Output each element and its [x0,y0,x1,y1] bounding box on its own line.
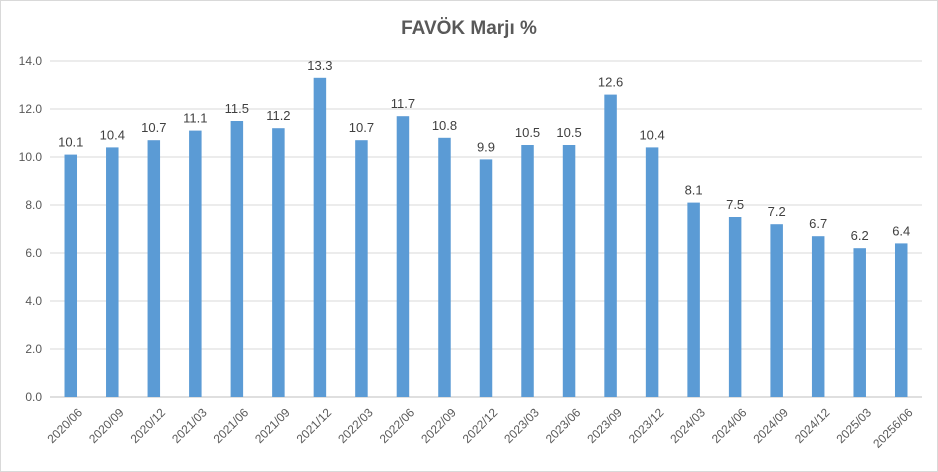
bar [313,77,327,398]
x-tick-label: 20256/06 [870,405,916,451]
x-tick-label: 2020/09 [86,405,127,446]
bar [147,140,161,397]
data-label: 8.1 [685,183,703,198]
data-label: 6.7 [809,216,827,231]
bar [189,130,202,397]
bar [355,140,368,397]
y-tick-label: 2.0 [25,342,42,356]
data-label: 10.7 [141,120,166,135]
bar [894,243,908,397]
bar [396,116,410,397]
data-label: 7.5 [726,197,744,212]
data-label: 10.8 [432,118,457,133]
bar [230,121,244,397]
data-label: 11.1 [183,111,207,126]
x-tick-label: 2020/12 [128,405,169,446]
x-tick-label: 2024/03 [667,405,708,446]
x-tick-label: 2023/12 [626,405,667,446]
bar [64,154,78,397]
x-tick-label: 2021/12 [294,405,335,446]
bar [438,137,451,398]
x-tick-label: 2022/06 [377,405,418,446]
x-tick-label: 2021/03 [169,405,210,446]
x-tick-label: 2024/06 [709,405,750,446]
x-tick-label: 2024/09 [750,405,791,446]
bar [562,145,576,397]
y-tick-label: 8.0 [25,198,42,212]
bar [770,224,783,397]
x-tick-label: 2025/03 [833,405,874,446]
data-labels: 10.1 10.4 10.7 11.1 11.5 11.2 13.3 10.7 11.7 10.8… [58,58,910,243]
bar [728,217,742,397]
bar [687,202,700,397]
data-label: 6.4 [892,223,910,238]
data-label: 6.2 [851,228,869,243]
data-label: 10.4 [100,127,125,142]
data-label: 11.2 [266,108,290,123]
y-tick-label: 4.0 [25,294,42,308]
x-tick-label: 2020/06 [45,405,86,446]
x-tick-label: 2022/12 [460,405,501,446]
bar [106,147,119,397]
y-tick-label: 6.0 [25,246,42,260]
bar [479,159,493,397]
data-label: 13.3 [307,58,332,73]
chart-title: FAVÖK Marjı % [401,18,537,39]
x-tick-label: 2023/09 [584,405,625,446]
data-label: 10.5 [515,125,540,140]
data-label: 7.2 [768,204,786,219]
bar [272,128,285,397]
y-tick-label: 10.0 [19,150,43,164]
data-label: 10.5 [556,125,581,140]
bar [604,94,617,397]
data-label: 9.9 [477,139,495,154]
data-label: 11.5 [225,101,249,116]
bar [811,236,825,397]
x-tick-label: 2024/12 [792,405,833,446]
y-tick-label: 12.0 [19,102,43,116]
x-tick-label: 2022/03 [335,405,376,446]
bar [645,147,659,397]
y-axis-ticks: 0.0 2.0 4.0 6.0 8.0 10.0 12.0 14.0 [19,54,43,404]
data-label: 11.7 [391,96,415,111]
bar [853,248,866,397]
x-tick-label: 2021/09 [252,405,293,446]
x-tick-label: 2023/06 [543,405,584,446]
x-axis-ticks: 2020/06 2020/09 2020/12 2021/03 2021/06 2021/… [45,405,916,451]
y-tick-label: 0.0 [25,390,42,404]
data-label: 10.4 [639,127,664,142]
data-label: 10.7 [349,120,374,135]
bars [64,77,908,398]
x-tick-label: 2023/03 [501,405,542,446]
x-tick-label: 2021/06 [211,405,252,446]
x-tick-label: 2022/09 [418,405,459,446]
y-tick-label: 14.0 [19,54,43,68]
bar [521,145,534,397]
data-label: 10.1 [58,135,83,150]
data-label: 12.6 [598,75,623,90]
